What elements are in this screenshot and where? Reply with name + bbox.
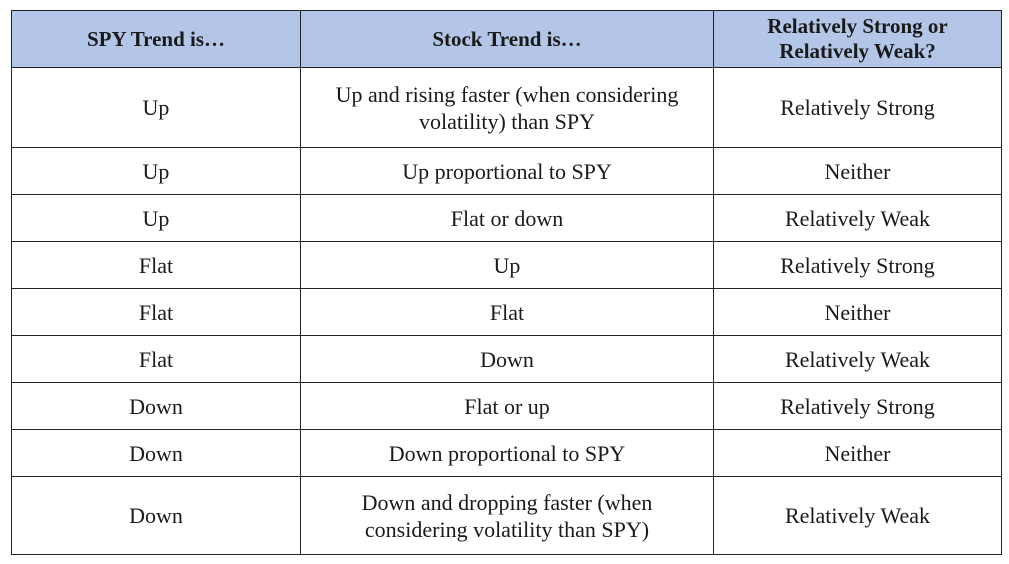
table-row: Down Flat or up Relatively Strong [11, 382, 1002, 430]
cell-strength: Relatively Strong [713, 67, 1002, 148]
cell-spy-trend: Flat [11, 241, 301, 289]
cell-stock-trend: Up proportional to SPY [300, 147, 714, 195]
cell-spy-trend: Down [11, 476, 301, 555]
header-stock-trend: Stock Trend is… [300, 10, 714, 68]
cell-strength: Neither [713, 288, 1002, 336]
table-row: Up Up proportional to SPY Neither [11, 147, 1002, 195]
table-row: Up Flat or down Relatively Weak [11, 194, 1002, 242]
header-strength: Relatively Strong or Relatively Weak? [713, 10, 1002, 68]
cell-strength: Relatively Weak [713, 335, 1002, 383]
table-row: Flat Up Relatively Strong [11, 241, 1002, 289]
cell-stock-trend: Up and rising faster (when considering v… [300, 67, 714, 148]
cell-stock-trend: Down proportional to SPY [300, 429, 714, 477]
cell-spy-trend: Up [11, 67, 301, 148]
cell-strength: Relatively Strong [713, 241, 1002, 289]
cell-stock-trend: Down and dropping faster (when consideri… [300, 476, 714, 555]
cell-strength: Neither [713, 147, 1002, 195]
cell-spy-trend: Up [11, 147, 301, 195]
cell-spy-trend: Flat [11, 288, 301, 336]
table-body: Up Up and rising faster (when considerin… [11, 67, 1002, 555]
cell-stock-trend: Down [300, 335, 714, 383]
cell-spy-trend: Down [11, 382, 301, 430]
cell-strength: Neither [713, 429, 1002, 477]
cell-spy-trend: Down [11, 429, 301, 477]
relative-strength-table: SPY Trend is… Stock Trend is… Relatively… [11, 10, 1002, 555]
header-spy-trend: SPY Trend is… [11, 10, 301, 68]
cell-stock-trend: Flat or down [300, 194, 714, 242]
table-header: SPY Trend is… Stock Trend is… Relatively… [11, 10, 1002, 68]
cell-strength: Relatively Strong [713, 382, 1002, 430]
cell-strength: Relatively Weak [713, 194, 1002, 242]
header-row: SPY Trend is… Stock Trend is… Relatively… [11, 10, 1002, 68]
table-row: Flat Flat Neither [11, 288, 1002, 336]
table-row: Down Down and dropping faster (when cons… [11, 476, 1002, 555]
cell-stock-trend: Up [300, 241, 714, 289]
cell-strength: Relatively Weak [713, 476, 1002, 555]
cell-stock-trend: Flat or up [300, 382, 714, 430]
cell-spy-trend: Up [11, 194, 301, 242]
table-row: Flat Down Relatively Weak [11, 335, 1002, 383]
table-row: Down Down proportional to SPY Neither [11, 429, 1002, 477]
cell-stock-trend: Flat [300, 288, 714, 336]
cell-spy-trend: Flat [11, 335, 301, 383]
table-row: Up Up and rising faster (when considerin… [11, 67, 1002, 148]
